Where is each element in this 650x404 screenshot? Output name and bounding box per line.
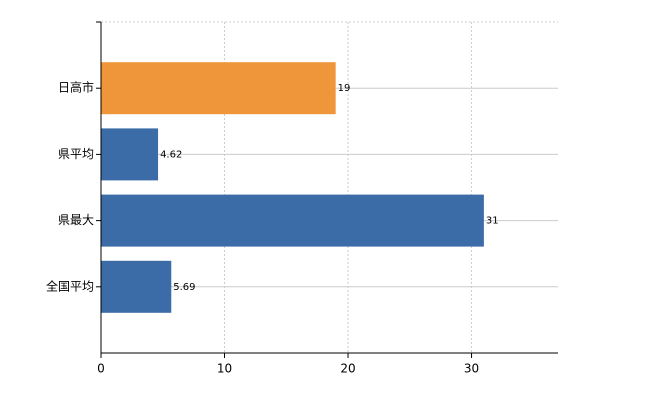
y-tick-label: 日高市 (58, 80, 94, 95)
y-tick-label: 全国平均 (46, 278, 94, 293)
x-tick-label: 0 (97, 362, 105, 376)
y-tick-label: 県最大 (58, 213, 94, 227)
bar (101, 260, 172, 313)
bar (101, 62, 336, 115)
x-tick-label: 30 (464, 362, 479, 376)
bar (101, 128, 159, 181)
data-label: 5.69 (173, 282, 195, 293)
y-tick-label: 県平均 (58, 147, 94, 161)
x-tick-label: 10 (217, 362, 232, 376)
data-label: 19 (338, 83, 351, 94)
data-label: 4.62 (160, 149, 182, 160)
data-label: 31 (486, 216, 499, 227)
bar (101, 194, 484, 247)
x-tick-label: 20 (340, 362, 355, 376)
